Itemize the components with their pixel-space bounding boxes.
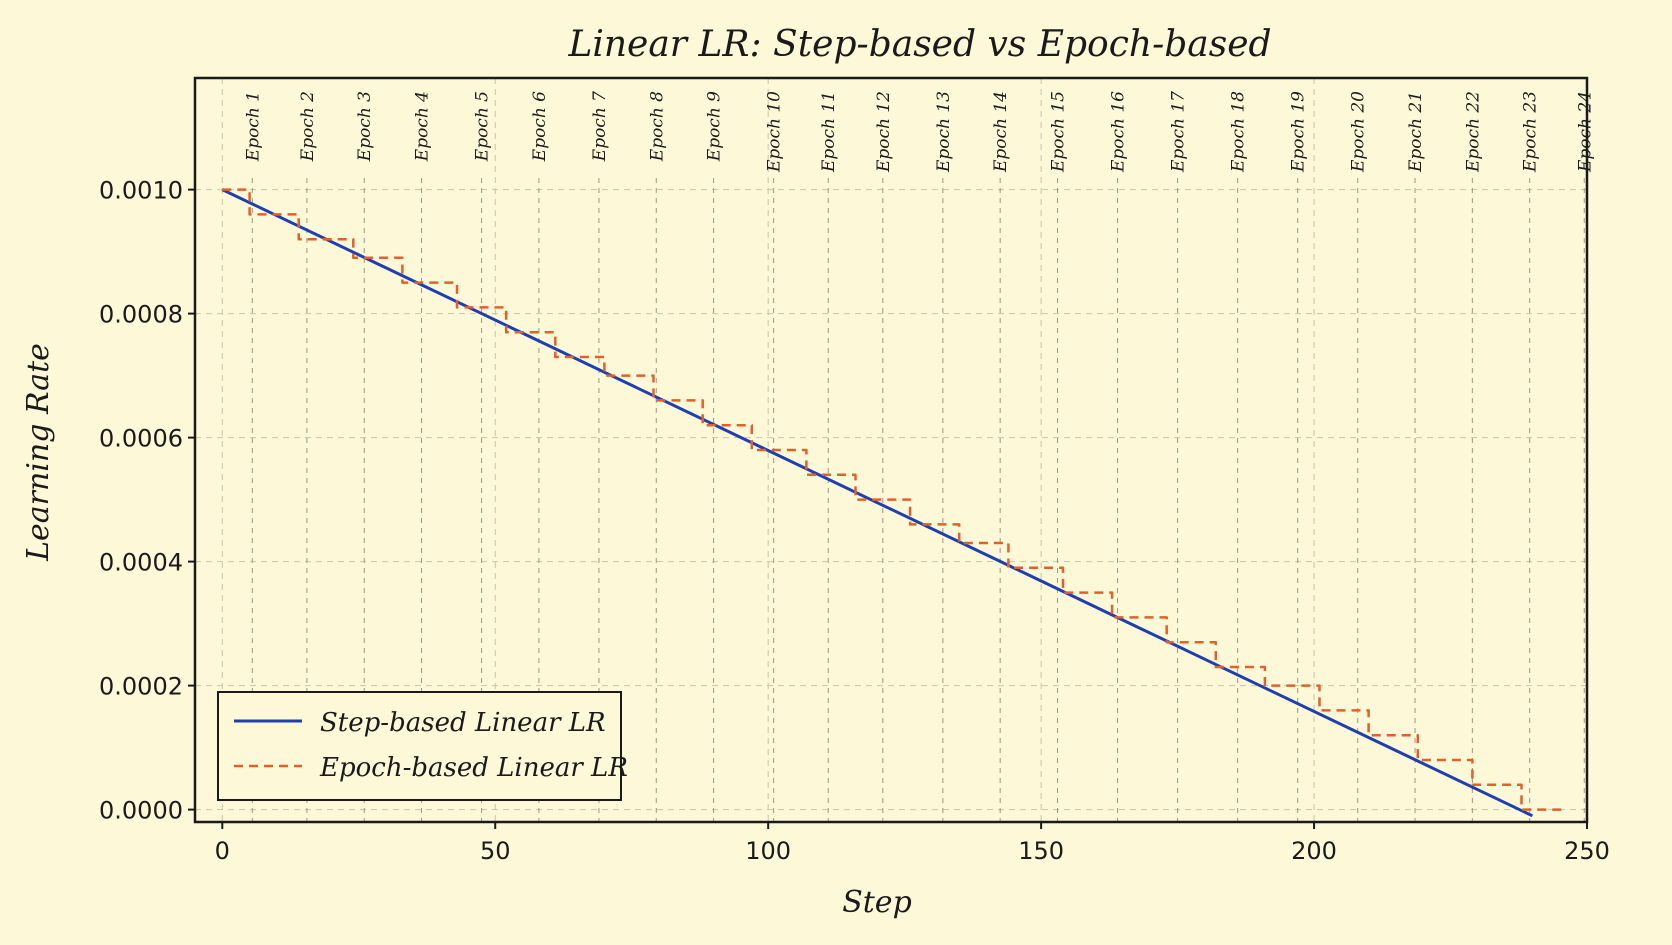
epoch-label: Epoch 22 [1463, 91, 1483, 173]
x-tick-label: 0 [215, 837, 230, 865]
series-line-epoch-based [222, 188, 1566, 811]
epoch-label: Epoch 15 [1048, 91, 1068, 173]
epoch-label: Epoch 2 [298, 91, 318, 162]
chart-title: Linear LR: Step-based vs Epoch-based [567, 24, 1271, 65]
legend: Step-based Linear LR Epoch-based Linear … [217, 691, 628, 801]
epoch-label: Epoch 3 [355, 91, 375, 162]
x-tick-label: 200 [1291, 837, 1337, 865]
epoch-label: Epoch 8 [647, 91, 667, 162]
x-tick-label: 250 [1564, 837, 1610, 865]
epoch-label: Epoch 5 [473, 91, 493, 162]
epoch-label: Epoch 4 [413, 91, 433, 162]
plot-frame [193, 76, 1589, 824]
epoch-label: Epoch 14 [991, 91, 1011, 173]
epoch-label: Epoch 19 [1289, 91, 1309, 173]
x-tick-label: 50 [480, 837, 511, 865]
epoch-label: Epoch 24 [1575, 91, 1595, 173]
epoch-label: Epoch 6 [530, 91, 550, 162]
series-line-step-based [221, 188, 1534, 818]
epoch-label: Epoch 1 [243, 91, 263, 162]
epoch-label: Epoch 12 [874, 91, 894, 173]
legend-label-epoch: Epoch-based Linear LR [319, 753, 628, 783]
y-tick-label: 0.0008 [99, 301, 183, 329]
y-tick-label: 0.0006 [99, 425, 183, 453]
epoch-label: Epoch 9 [705, 91, 725, 162]
y-tick-label: 0.0004 [99, 549, 183, 577]
legend-box [217, 691, 622, 801]
epoch-label: Epoch 7 [590, 91, 610, 162]
x-axis-label: Step [842, 885, 912, 920]
axis-ticks: 0 50 100 150 200 250 0.0000 0.0002 0.0004 0.0006 0… [99, 177, 1610, 865]
epoch-label: Epoch 11 [819, 91, 839, 173]
epoch-label: Epoch 17 [1169, 91, 1189, 173]
x-tick-label: 150 [1018, 837, 1064, 865]
epoch-label: Epoch 10 [765, 91, 785, 173]
epoch-label: Epoch 13 [934, 91, 954, 173]
epoch-label: Epoch 18 [1229, 91, 1249, 173]
epoch-markers: Epoch 1 Epoch 2 Epoch 3 Epoch 4 Epoch 5 Epoch… [243, 91, 1595, 822]
epoch-label: Epoch 21 [1406, 91, 1426, 173]
y-tick-label: 0.0002 [99, 673, 183, 701]
legend-label-step: Step-based Linear LR [320, 708, 606, 738]
y-tick-label: 0.0000 [99, 797, 183, 825]
y-tick-label: 0.0010 [99, 177, 183, 205]
y-axis-label: Learning Rate [21, 343, 56, 562]
x-tick-label: 100 [745, 837, 791, 865]
epoch-label: Epoch 23 [1521, 91, 1541, 173]
epoch-label: Epoch 16 [1109, 91, 1129, 173]
epoch-label: Epoch 20 [1349, 91, 1369, 173]
series-lines [221, 188, 1566, 818]
